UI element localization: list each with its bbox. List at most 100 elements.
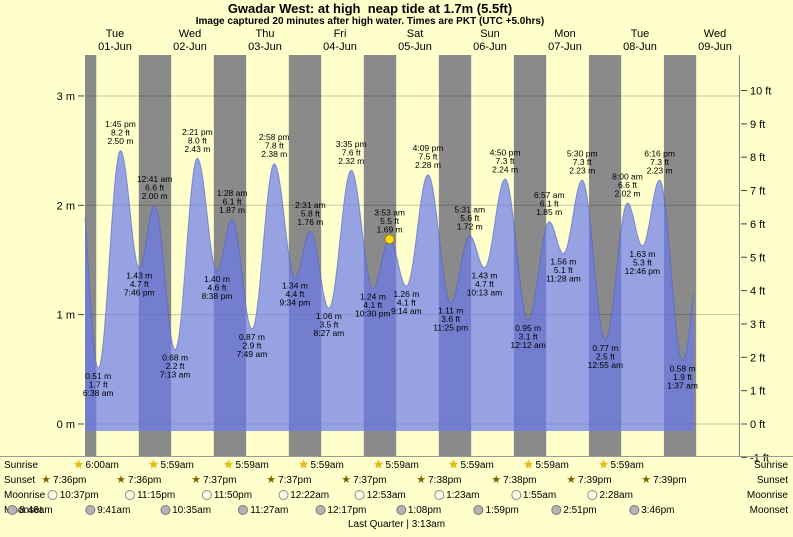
sunrise-event: ★ 5:59am xyxy=(224,458,269,473)
moonrise-time: 1:55am xyxy=(522,490,557,501)
day-name-label: Fri xyxy=(334,28,347,40)
tide-low-label: 2.2 ft xyxy=(166,361,186,371)
moonset-icon xyxy=(7,505,18,516)
tide-high-label: 7.3 ft xyxy=(496,156,516,166)
day-date-label: 08-Jun xyxy=(623,41,657,53)
tide-low-label: 5.3 ft xyxy=(633,257,653,267)
sunrise-time: 6:00am xyxy=(85,460,119,471)
tide-low-label: 4.1 ft xyxy=(363,300,383,310)
tide-low-label: 8:27 am xyxy=(314,328,345,338)
right-axis-label: 7 ft xyxy=(750,186,765,198)
right-axis-label: 6 ft xyxy=(750,219,765,231)
day-name-label: Tue xyxy=(106,28,125,40)
tide-low-label: 8:38 pm xyxy=(202,291,233,301)
sunset-event: ★ 7:39pm xyxy=(566,473,611,488)
sunrise-time: 5:59am xyxy=(235,460,269,471)
tide-low-label: 4.4 ft xyxy=(285,289,305,299)
tide-low-label: 2.9 ft xyxy=(242,340,262,350)
sunset-event: ★ 7:36pm xyxy=(116,473,161,488)
moonset-event: 9:41am xyxy=(85,503,130,518)
tide-low-label: 4.6 ft xyxy=(208,282,228,292)
sunrise-icon: ★ xyxy=(523,458,534,471)
moonset-icon xyxy=(473,505,484,516)
right-axis-label: 1 ft xyxy=(750,386,765,398)
sunset-time: 7:36pm xyxy=(53,475,87,486)
day-name-label: Sat xyxy=(407,28,424,40)
moonset-time: 8:46am xyxy=(19,505,53,516)
tide-low-label: 4.7 ft xyxy=(130,279,150,289)
sunset-icon: ★ xyxy=(191,473,202,486)
tide-low-label: 1.43 m xyxy=(471,271,497,281)
tide-high-label: 6.6 ft xyxy=(145,182,165,192)
sunset-row: Sunset Sunset ★ 7:36pm ★ 7:36pm ★ 7:37pm ★ 7:37… xyxy=(0,473,793,488)
sunrise-icon: ★ xyxy=(448,458,459,471)
moonrise-time: 12:22am xyxy=(290,490,330,501)
tide-high-label: 7.8 ft xyxy=(265,141,285,151)
day-date-label: 05-Jun xyxy=(398,41,432,53)
tide-high-label: 2.23 m xyxy=(647,166,673,176)
moonset-event: 10:35am xyxy=(160,503,211,518)
moonrise-icon xyxy=(354,490,365,501)
sunrise-time: 5:59am xyxy=(460,460,494,471)
day-name-label: Sun xyxy=(480,28,500,40)
sunrise-event: ★ 6:00am xyxy=(74,458,119,473)
tide-low-label: 9:14 am xyxy=(391,306,422,316)
moonset-icon xyxy=(315,505,326,516)
tide-low-label: 4.1 ft xyxy=(397,298,417,308)
day-name-label: Mon xyxy=(554,28,575,40)
right-axis-label: 10 ft xyxy=(750,86,771,98)
sunrise-icon: ★ xyxy=(148,458,159,471)
moonrise-time: 12:53am xyxy=(366,490,406,501)
moonset-time: 3:46pm xyxy=(641,505,675,516)
tide-high-label: 4:50 pm xyxy=(490,148,521,158)
tide-low-label: 10:30 pm xyxy=(355,308,390,318)
moonset-icon xyxy=(238,505,249,516)
tide-low-label: 1.43 m xyxy=(126,271,152,281)
tide-high-label: 2.50 m xyxy=(107,136,133,146)
sunrise-row: Sunrise Sunrise ★ 6:00am ★ 5:59am ★ 5:59am ★ 5:… xyxy=(0,458,793,473)
right-axis-label: 3 ft xyxy=(750,319,765,331)
moonset-time: 10:35am xyxy=(172,505,212,516)
tide-low-label: 1.40 m xyxy=(204,274,230,284)
sunset-event: ★ 7:36pm xyxy=(41,473,86,488)
moonrise-time: 11:50pm xyxy=(213,490,253,501)
sunrise-time: 5:59am xyxy=(385,460,419,471)
left-axis-label: 2 m xyxy=(57,200,75,212)
tide-high-label: 5:31 am xyxy=(454,204,485,214)
sunrise-time: 5:59am xyxy=(160,460,194,471)
moonset-time: 1:59pm xyxy=(485,505,519,516)
tide-low-label: 1.34 m xyxy=(282,280,308,290)
sunset-event: ★ 7:37pm xyxy=(191,473,236,488)
right-axis-label: 2 ft xyxy=(750,352,765,364)
tide-high-label: 6.6 ft xyxy=(618,180,638,190)
tide-high-label: 3:35 pm xyxy=(336,139,367,149)
sunset-time: 7:38pm xyxy=(428,475,462,486)
tide-high-label: 2:21 pm xyxy=(182,127,213,137)
tide-low-label: 0.77 m xyxy=(592,343,618,353)
sunset-icon: ★ xyxy=(491,473,502,486)
day-name-label: Tue xyxy=(631,28,650,40)
tide-high-label: 1.69 m xyxy=(377,225,403,235)
tide-low-label: 12:12 am xyxy=(510,340,545,350)
moonset-icon xyxy=(395,505,406,516)
moonrise-time: 10:37pm xyxy=(59,490,99,501)
sunrise-time: 5:59am xyxy=(535,460,569,471)
tide-low-label: 1.63 m xyxy=(629,249,655,259)
tide-low-label: 10:13 am xyxy=(467,288,502,298)
tide-area xyxy=(85,150,694,431)
moonrise-event: 2:28am xyxy=(587,488,633,503)
tide-high-label: 2.23 m xyxy=(569,166,595,176)
moonset-time: 11:27am xyxy=(250,505,289,516)
tide-high-label: 6:57 am xyxy=(534,190,565,200)
tide-high-label: 2:58 pm xyxy=(259,132,290,142)
sunset-event: ★ 7:37pm xyxy=(266,473,311,488)
tide-low-label: 1.26 m xyxy=(393,289,419,299)
sunset-icon: ★ xyxy=(41,473,52,486)
tide-high-label: 4:09 pm xyxy=(413,143,444,153)
tide-low-label: 2.5 ft xyxy=(596,351,616,361)
tide-low-label: 5.1 ft xyxy=(554,265,574,275)
tide-high-label: 7.6 ft xyxy=(342,147,362,157)
moonset-event: 8:46am xyxy=(7,503,53,518)
